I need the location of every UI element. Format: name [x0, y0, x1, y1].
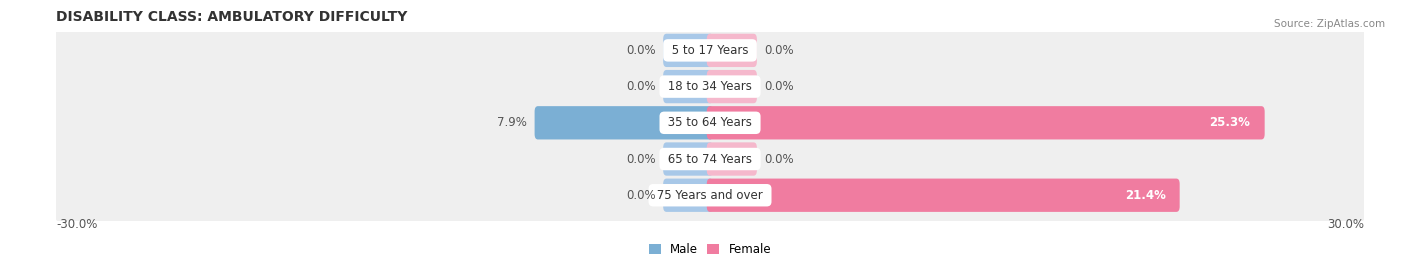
FancyBboxPatch shape	[53, 24, 1367, 77]
Text: 0.0%: 0.0%	[626, 44, 655, 57]
FancyBboxPatch shape	[664, 179, 713, 212]
Text: 0.0%: 0.0%	[765, 153, 794, 165]
Text: 65 to 74 Years: 65 to 74 Years	[664, 153, 756, 165]
FancyBboxPatch shape	[707, 106, 1264, 139]
Text: 0.0%: 0.0%	[626, 189, 655, 202]
FancyBboxPatch shape	[707, 179, 1180, 212]
FancyBboxPatch shape	[534, 106, 713, 139]
FancyBboxPatch shape	[707, 70, 756, 103]
Text: 0.0%: 0.0%	[765, 44, 794, 57]
FancyBboxPatch shape	[53, 96, 1367, 150]
Text: 30.0%: 30.0%	[1327, 218, 1364, 231]
FancyBboxPatch shape	[707, 142, 756, 176]
FancyBboxPatch shape	[53, 60, 1367, 114]
Text: DISABILITY CLASS: AMBULATORY DIFFICULTY: DISABILITY CLASS: AMBULATORY DIFFICULTY	[56, 10, 408, 24]
Text: Source: ZipAtlas.com: Source: ZipAtlas.com	[1274, 19, 1385, 29]
Text: 7.9%: 7.9%	[498, 116, 527, 129]
Text: 0.0%: 0.0%	[765, 80, 794, 93]
FancyBboxPatch shape	[53, 168, 1367, 222]
FancyBboxPatch shape	[664, 34, 713, 67]
Text: 0.0%: 0.0%	[626, 153, 655, 165]
FancyBboxPatch shape	[707, 34, 756, 67]
Text: 25.3%: 25.3%	[1209, 116, 1250, 129]
Legend: Male, Female: Male, Female	[648, 243, 772, 256]
Text: 18 to 34 Years: 18 to 34 Years	[664, 80, 756, 93]
Text: 0.0%: 0.0%	[626, 80, 655, 93]
Text: 35 to 64 Years: 35 to 64 Years	[664, 116, 756, 129]
Text: 21.4%: 21.4%	[1125, 189, 1166, 202]
Text: 5 to 17 Years: 5 to 17 Years	[668, 44, 752, 57]
Text: -30.0%: -30.0%	[56, 218, 97, 231]
FancyBboxPatch shape	[664, 70, 713, 103]
FancyBboxPatch shape	[664, 142, 713, 176]
Text: 75 Years and over: 75 Years and over	[654, 189, 766, 202]
FancyBboxPatch shape	[53, 132, 1367, 186]
